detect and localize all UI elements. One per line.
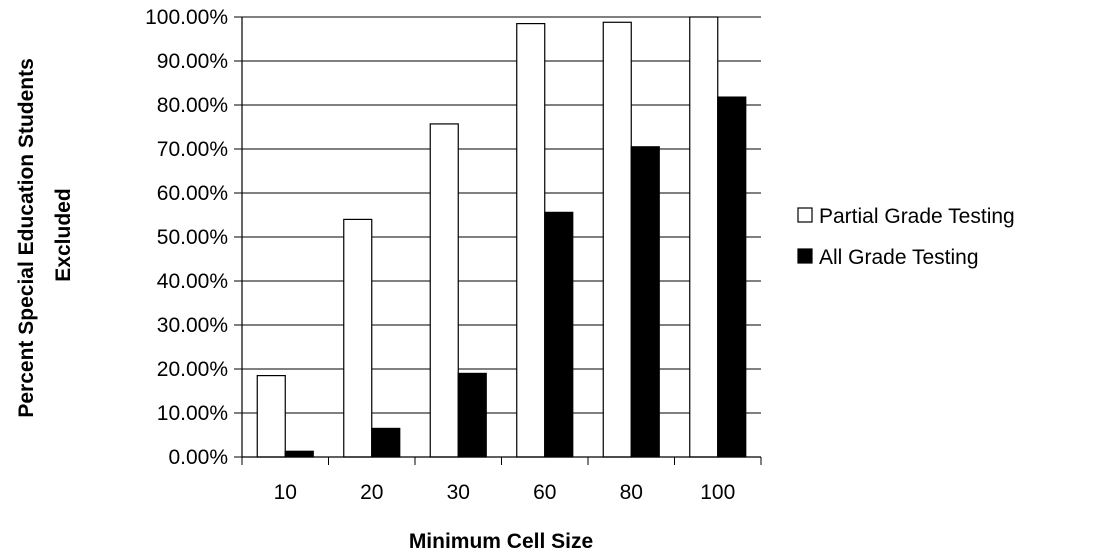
- tick-labels: 0.00% 10.00% 20.00% 30.00% 40.00% 50.00% 60.00…: [145, 6, 735, 504]
- x-tick-label: 20: [360, 481, 383, 504]
- x-axis-title: Minimum Cell Size: [409, 530, 593, 553]
- bars: [256, 16, 747, 458]
- grid-lines: [242, 16, 761, 414]
- y-tick-label: 80.00%: [157, 94, 228, 117]
- x-tick-label: 10: [274, 481, 297, 504]
- y-axis-title-line-1: Percent Special Education Students: [15, 58, 38, 417]
- y-tick-label: 100.00%: [145, 6, 228, 29]
- bar-all-grade-testing-80: [630, 146, 660, 458]
- x-tick-label: 100: [700, 481, 735, 504]
- bar-all-grade-testing-100: [717, 96, 747, 458]
- bar-partial-grade-testing-60: [516, 23, 546, 458]
- y-tick-label: 10.00%: [157, 402, 228, 425]
- bar-all-grade-testing-10: [284, 450, 314, 458]
- y-tick-label: 50.00%: [157, 226, 228, 249]
- y-tick-label: 40.00%: [157, 270, 228, 293]
- bar-partial-grade-testing-100: [689, 16, 719, 458]
- y-tick-label: 60.00%: [157, 182, 228, 205]
- bar-all-grade-testing-60: [544, 211, 574, 458]
- bar-partial-grade-testing-10: [256, 375, 286, 458]
- y-tick-label: 20.00%: [157, 358, 228, 381]
- bar-partial-grade-testing-30: [429, 123, 459, 458]
- y-axis-title-line-2: Excluded: [52, 188, 75, 281]
- legend-swatch-partial-grade-testing: [797, 207, 813, 223]
- bar-all-grade-testing-20: [371, 427, 401, 458]
- legend-label-partial-grade-testing: Partial Grade Testing: [819, 205, 1015, 228]
- legend: Partial Grade Testing All Grade Testing: [797, 205, 1015, 269]
- legend-swatch-all-grade-testing: [797, 248, 813, 264]
- bar-partial-grade-testing-20: [343, 218, 373, 458]
- x-tick-label: 60: [533, 481, 556, 504]
- x-tick-label: 80: [620, 481, 643, 504]
- y-tick-label: 70.00%: [157, 138, 228, 161]
- y-axis-title: Percent Special Education Students Exclu…: [15, 52, 75, 417]
- legend-label-all-grade-testing: All Grade Testing: [819, 246, 979, 269]
- y-tick-label: 0.00%: [168, 446, 228, 469]
- bar-partial-grade-testing-80: [602, 21, 632, 458]
- x-tick-label: 30: [447, 481, 470, 504]
- bar-all-grade-testing-30: [457, 372, 487, 458]
- y-tick-label: 90.00%: [157, 50, 228, 73]
- axes: [234, 16, 762, 465]
- y-tick-label: 30.00%: [157, 314, 228, 337]
